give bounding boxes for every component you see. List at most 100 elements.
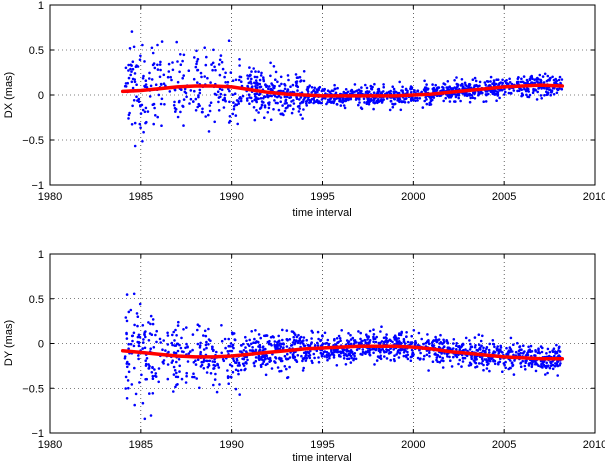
dx-data-point: [251, 100, 254, 103]
dx-data-point: [385, 97, 389, 100]
dy-data-point: [126, 360, 129, 364]
dy-data-point: [434, 353, 438, 356]
dx-data-point: [393, 102, 397, 106]
dy-data-point: [406, 357, 410, 361]
dx-data-point: [127, 69, 130, 72]
dy-data-point: [392, 358, 396, 361]
dy-data-point: [443, 340, 446, 344]
dx-data-point: [171, 68, 175, 72]
dy-data-point: [448, 355, 451, 359]
dy-data-point: [143, 333, 146, 337]
dx-data-point: [156, 68, 160, 71]
dx-data-point: [144, 79, 148, 82]
dy-data-point: [215, 390, 219, 394]
dy-data-point: [276, 366, 280, 369]
dy-data-point: [320, 355, 324, 358]
dy-data-point: [202, 359, 206, 363]
dy-data-point: [176, 342, 180, 346]
dx-data-point: [222, 106, 226, 109]
dx-data-point: [545, 86, 549, 90]
dy-data-point: [205, 359, 208, 363]
dy-data-point: [411, 352, 414, 356]
dy-data-point: [276, 347, 280, 351]
dy-data-point: [544, 373, 547, 376]
dy-data-point: [553, 364, 557, 368]
dy-data-point: [133, 403, 136, 407]
dy-data-point: [178, 364, 181, 368]
dx-data-point: [332, 97, 336, 101]
dx-data-point: [285, 101, 288, 105]
dx-data-point: [473, 97, 477, 100]
dx-data-point: [435, 88, 439, 91]
dx-data-point: [204, 115, 207, 118]
dy-data-point: [351, 336, 355, 340]
dx-data-point: [142, 130, 145, 134]
dy-data-point: [180, 336, 183, 340]
dy-data-point: [438, 342, 442, 345]
dx-data-point: [272, 108, 275, 111]
dx-data-point: [135, 95, 138, 98]
dx-data-point: [525, 93, 528, 97]
dy-data-point: [513, 359, 516, 362]
dx-data-point: [433, 88, 437, 92]
dx-data-point: [354, 90, 357, 93]
dy-data-point: [332, 354, 336, 357]
dy-data-point: [529, 344, 533, 348]
dx-data-point: [448, 100, 452, 103]
dy-data-point: [426, 333, 429, 336]
dx-data-point: [323, 87, 327, 91]
dy-data-point: [224, 346, 227, 350]
dx-data-point: [237, 78, 241, 82]
dy-data-point: [237, 361, 241, 365]
dx-data-point: [357, 88, 361, 92]
dy-data-point: [474, 355, 478, 359]
dy-data-point: [558, 364, 561, 367]
dy-data-point: [540, 362, 543, 366]
dx-data-point: [507, 91, 511, 95]
dy-data-point: [474, 344, 477, 347]
dy-data-point: [521, 359, 524, 363]
dx-data-point: [538, 81, 542, 84]
dy-data-point: [485, 347, 488, 351]
dx-data-point: [399, 108, 403, 112]
dy-data-point: [296, 354, 300, 357]
dx-data-point: [526, 80, 529, 83]
dy-data-point: [511, 350, 514, 353]
dy-data-point: [397, 337, 401, 340]
dy-data-point: [333, 350, 336, 354]
dy-data-point: [481, 334, 484, 338]
dy-data-point: [252, 341, 255, 345]
dx-data-point: [444, 96, 448, 100]
dy-data-point: [272, 335, 275, 339]
dx-data-point: [496, 78, 500, 81]
dy-data-point: [405, 335, 408, 339]
dx-data-point: [283, 87, 287, 91]
dx-data-point: [260, 100, 264, 103]
dy-data-point: [504, 360, 507, 364]
dx-data-point: [512, 89, 516, 92]
dy-data-point: [196, 342, 200, 346]
dy-data-point: [192, 372, 195, 376]
dx-data-point: [160, 124, 163, 127]
dy-data-point: [166, 334, 170, 337]
dy-data-point: [237, 372, 240, 376]
dy-data-point: [361, 350, 365, 354]
dx-data-point: [249, 80, 252, 83]
dy-data-point: [482, 363, 485, 367]
dy-data-point: [213, 360, 217, 364]
dy-data-point: [291, 341, 295, 344]
dy-y-ticks: −1 −0.5 0 0.5 1: [22, 249, 595, 440]
dy-data-point: [238, 393, 241, 396]
dy-data-point: [144, 359, 147, 363]
dx-data-point: [359, 91, 362, 94]
dy-data-point: [283, 354, 287, 358]
dy-data-point: [230, 364, 234, 368]
dx-data-point: [228, 100, 231, 104]
dy-data-point: [364, 341, 368, 345]
dx-data-point: [528, 77, 532, 81]
dy-data-point: [398, 349, 402, 352]
dx-data-point: [159, 68, 162, 72]
dy-data-point: [344, 352, 347, 356]
dy-data-point: [499, 344, 503, 348]
dy-data-point: [132, 331, 136, 335]
